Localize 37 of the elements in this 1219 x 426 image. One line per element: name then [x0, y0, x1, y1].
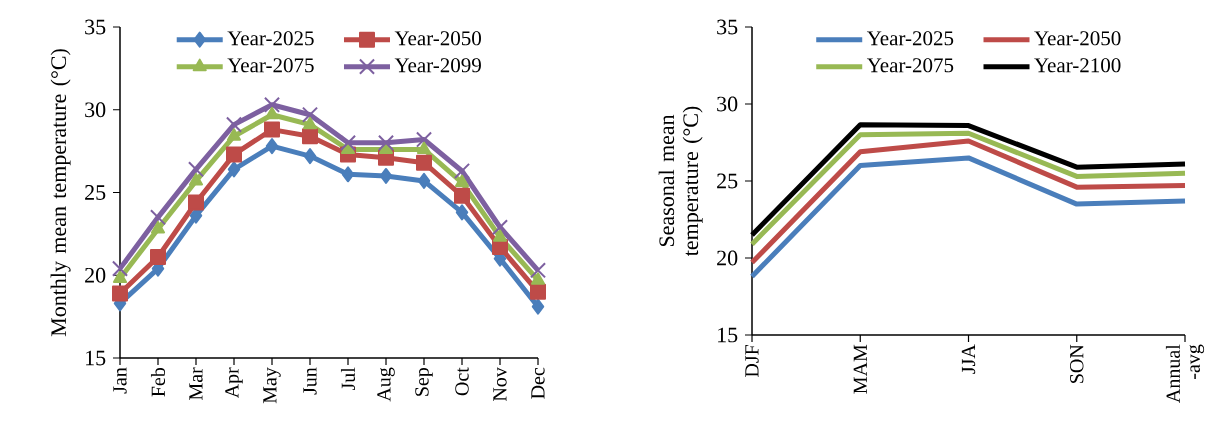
y-tick-label: 25	[717, 173, 738, 189]
x-tick-label: Oct	[455, 367, 469, 396]
legend-label: Year-2025	[227, 31, 314, 46]
y-tick-label: 35	[85, 19, 106, 35]
x-tick-label: Dec	[531, 367, 545, 399]
x-tick-label: DJF	[745, 344, 759, 377]
x-tick-label: MAM	[853, 344, 867, 394]
legend-label: Year-2099	[394, 58, 481, 73]
y-tick-label: 25	[85, 185, 106, 200]
x-tick-label: Aug	[377, 367, 395, 402]
x-tick-label: Jun	[303, 367, 317, 395]
legend-label: Year-2100	[1034, 58, 1121, 73]
x-tick-label: Sep	[415, 367, 433, 396]
y-tick-label: 15	[86, 350, 106, 366]
x-tick-label: Annual -avg	[1165, 344, 1205, 403]
y-tick-label: 15	[718, 327, 738, 343]
y-tick-label: 20	[85, 267, 106, 283]
legend-label: Year-2075	[866, 58, 954, 73]
x-tick-label: Feb	[150, 367, 166, 397]
x-tick-label: SON	[1070, 344, 1084, 383]
y-tick-label: 30	[717, 96, 738, 112]
x-tick-label: May	[263, 367, 281, 404]
x-tick-label: JJA	[961, 344, 976, 374]
legend-label: Year-2050	[1034, 31, 1121, 46]
x-tick-label: Apr	[225, 367, 243, 399]
x-tick-label: Jul	[340, 367, 356, 391]
y-axis-title: Monthly mean temperature (°C)	[50, 49, 71, 337]
legend-label: Year-2050	[394, 31, 481, 46]
y-axis-title: Seasonal mean temperature (°C)	[658, 106, 703, 257]
y-tick-label: 35	[717, 19, 738, 35]
x-tick-label: Nov	[493, 367, 507, 402]
legend-label: Year-2075	[227, 58, 314, 73]
y-tick-label: 20	[717, 250, 738, 266]
y-tick-label: 30	[85, 102, 106, 118]
legend-label: Year-2025	[866, 31, 954, 46]
x-tick-label: Jan	[113, 367, 127, 394]
x-tick-label: Mar	[189, 367, 203, 400]
